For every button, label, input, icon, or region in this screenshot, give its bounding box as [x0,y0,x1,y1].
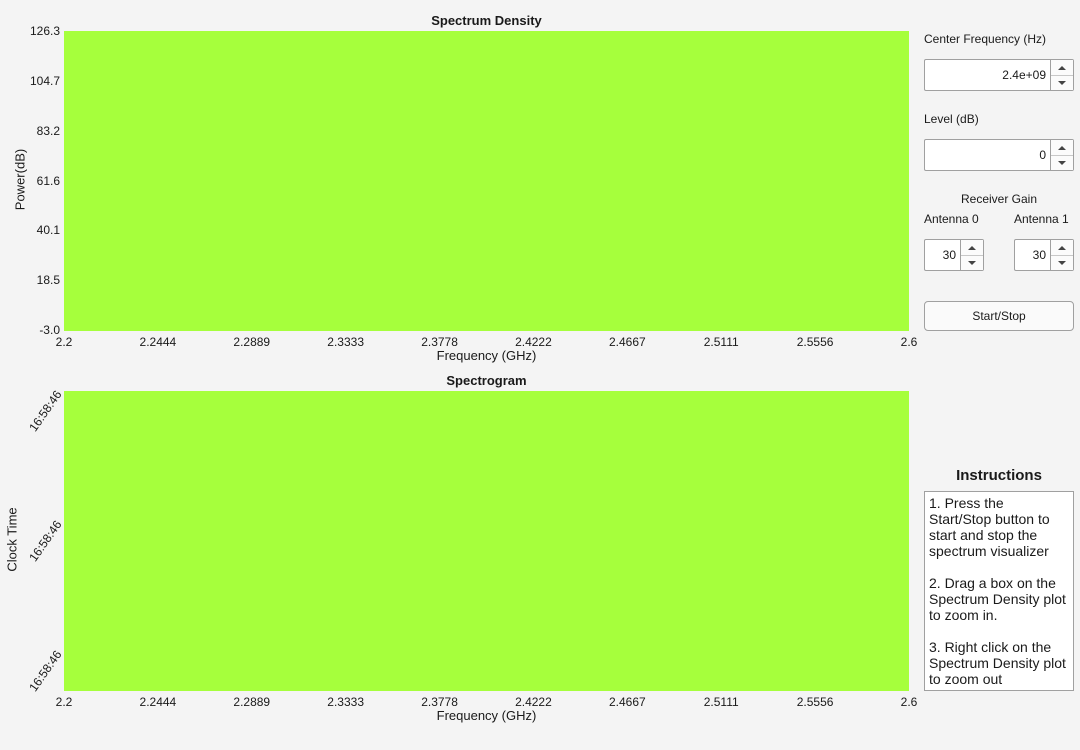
x-tick-label: 2.4667 [608,695,646,709]
x-tick-label: 2.2889 [233,335,271,349]
x-tick-label: 2.5556 [796,335,834,349]
x-tick-label: 2.4667 [608,335,646,349]
center-frequency-value[interactable]: 2.4e+09 [1002,68,1046,82]
y-tick-label: 83.2 [36,123,60,138]
start-stop-button[interactable]: Start/Stop [924,301,1074,331]
x-tick-label: 2.4222 [515,695,552,709]
x-tick-label: 2.2444 [139,335,177,349]
x-tick-label: 2.2 [55,695,73,709]
spectrogram-ylabel: Clock Time [4,507,20,572]
level-value[interactable]: 0 [1039,148,1046,162]
antenna0-down-arrow-icon[interactable] [961,255,983,270]
y-tick-label: 61.6 [36,173,60,188]
y-tick-label: -3.0 [39,323,60,337]
instruction-step-3: 3. Right click on the Spectrum Density p… [929,639,1066,687]
antenna1-label: Antenna 1 [1014,212,1069,226]
y-tick-label: 18.5 [36,273,60,288]
x-tick-label: 2.3333 [327,335,364,349]
x-tick-label: 2.3333 [327,695,364,709]
x-tick-label: 2.2889 [233,695,271,709]
x-tick-label: 2.3778 [421,335,458,349]
spectrogram-plot-area[interactable] [64,391,909,691]
level-up-arrow-icon[interactable] [1051,140,1073,156]
level-label: Level (dB) [924,112,979,126]
x-tick-label: 2.2444 [139,695,177,709]
antenna1-up-arrow-icon[interactable] [1051,240,1073,256]
antenna0-value[interactable]: 30 [942,248,956,262]
instructions-box[interactable]: 1. Press the Start/Stop button to start … [924,491,1074,691]
x-tick-label: 2.4222 [515,335,552,349]
antenna1-spinner[interactable]: 30 [1014,239,1074,271]
x-tick-label: 2.6 [900,335,918,349]
level-down-arrow-icon[interactable] [1051,155,1073,170]
x-tick-label: 2.5111 [703,695,739,709]
center-frequency-down-arrow-icon[interactable] [1051,75,1073,90]
y-tick-label: 40.1 [36,223,60,238]
x-tick-label: 2.3778 [421,695,458,709]
center-frequency-label: Center Frequency (Hz) [924,32,1047,46]
antenna0-spinner[interactable]: 30 [924,239,984,271]
x-tick-label: 2.5556 [796,695,834,709]
spectrogram-xlabel: Frequency (GHz) [436,708,537,723]
instruction-step-2: 2. Drag a box on the Spectrum Density pl… [929,575,1066,623]
time-tick-label: 16:58:46 [26,517,65,565]
time-tick-label: 16:58:46 [26,387,65,435]
instructions-title: Instructions [956,467,1042,484]
spectrogram-title: Spectrogram [446,373,527,388]
antenna1-down-arrow-icon[interactable] [1051,255,1073,270]
antenna1-value[interactable]: 30 [1032,248,1046,262]
x-tick-label: 2.2 [55,335,73,349]
antenna0-label: Antenna 0 [924,212,979,226]
y-tick-label: 104.7 [29,73,60,88]
y-tick-label: 126.3 [29,24,60,38]
antenna0-up-arrow-icon[interactable] [961,240,983,256]
spectrum-xlabel: Frequency (GHz) [436,348,537,363]
center-frequency-up-arrow-icon[interactable] [1051,60,1073,76]
time-tick-label: 16:58:46 [26,647,65,695]
spectrum-title: Spectrum Density [431,13,542,28]
level-spinner[interactable]: 0 [924,139,1074,171]
instruction-step-1: 1. Press the Start/Stop button to start … [929,495,1050,559]
receiver-gain-label: Receiver Gain [960,192,1038,206]
center-frequency-spinner[interactable]: 2.4e+09 [924,59,1074,91]
spectrum-plot-area[interactable] [64,31,909,331]
x-tick-label: 2.6 [900,695,918,709]
x-tick-label: 2.5111 [703,335,739,349]
